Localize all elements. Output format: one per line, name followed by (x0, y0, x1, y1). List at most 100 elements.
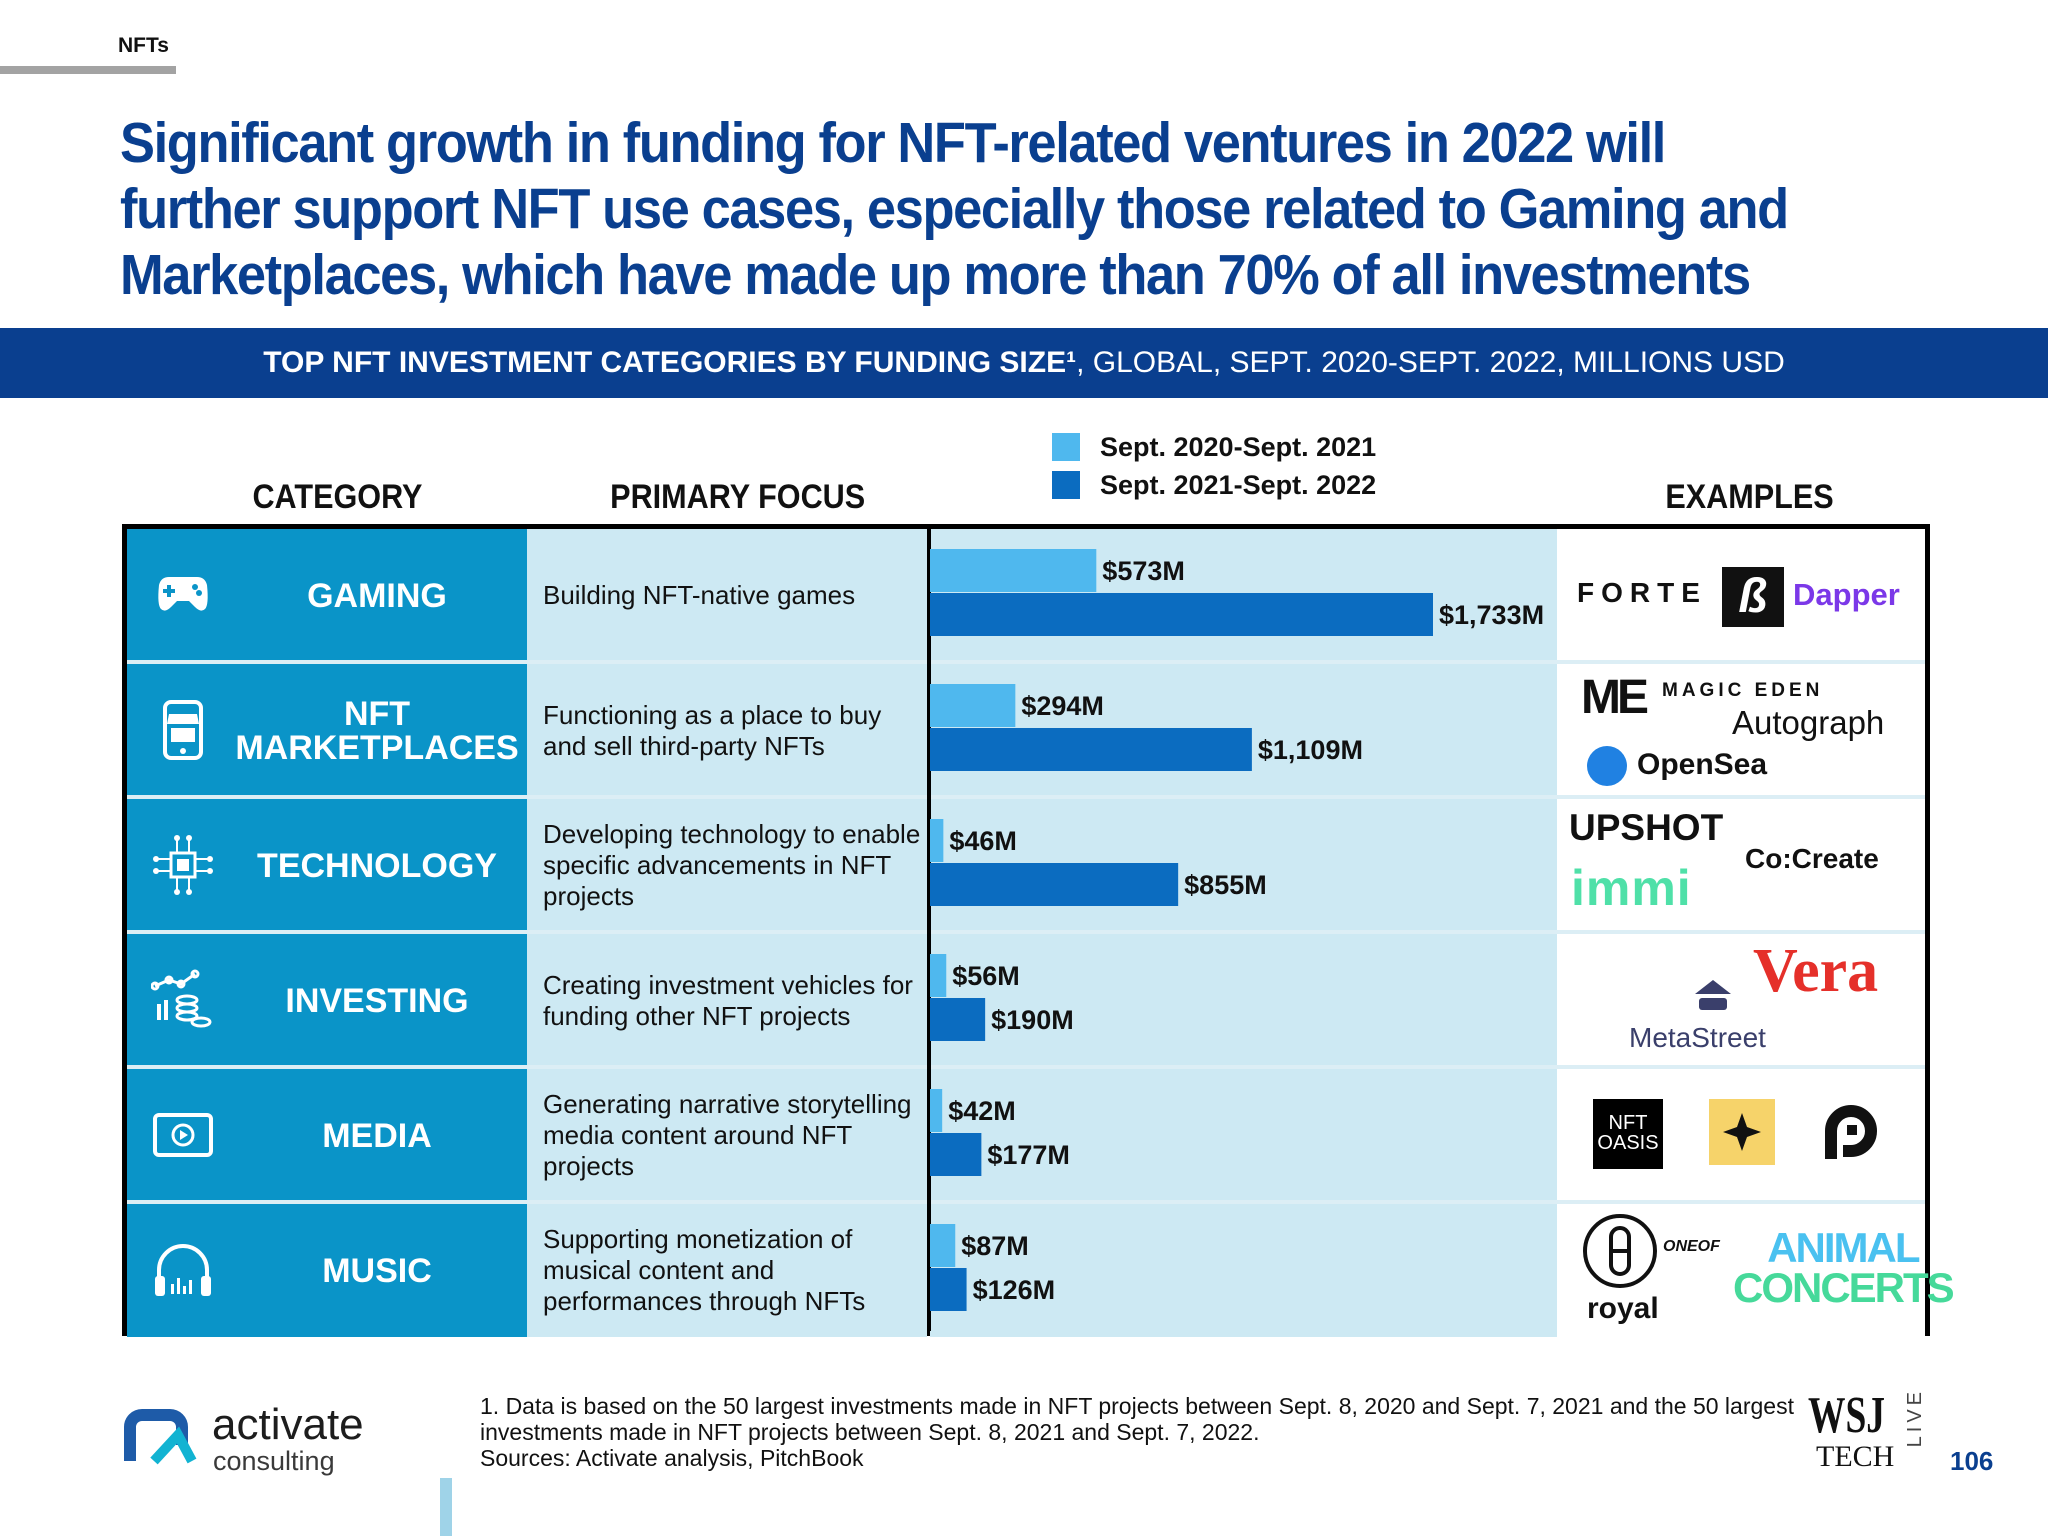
category-label: NFT MARKETPLACES (235, 694, 519, 767)
legend-label-2022: Sept. 2021-Sept. 2022 (1100, 469, 1377, 500)
dapper-logo: Dapper (1793, 577, 1900, 612)
bar-chart: $573M $1,733M $294M $1,109M $46M $855M $56M $19… (930, 549, 1544, 1311)
focus-cell: Generating narrative storytelling media … (527, 1069, 927, 1202)
row-divider (127, 1200, 1925, 1204)
bar-value-label: $190M (991, 1005, 1074, 1035)
metastreet-icon (1695, 980, 1731, 1010)
bar-value-label: $126M (973, 1275, 1056, 1305)
row-divider (127, 660, 1925, 664)
animal-concerts-logo: ANIMAL CONCERTS (1733, 1224, 1955, 1311)
bar-value-label: $294M (1021, 691, 1104, 721)
focus-cell: Developing technology to enable specific… (527, 799, 927, 932)
bar-cell (930, 934, 1557, 1067)
bar-cell (930, 1204, 1557, 1337)
focus-text: Creating investment vehicles for funding… (543, 969, 913, 1031)
category-cell: NFT MARKETPLACES (127, 664, 527, 797)
table-row: NFT MARKETPLACES Functioning as a place … (127, 664, 1925, 797)
examples-cell: FORTE ß Dapper (1557, 529, 1925, 662)
legend-item-2022: Sept. 2021-Sept. 2022 (1052, 466, 1376, 504)
footnote-text: 1. Data is based on the 50 largest inves… (480, 1393, 1794, 1445)
headline: Significant growth in funding for NFT-re… (120, 111, 1789, 307)
legend-swatch-2021 (1052, 433, 1080, 461)
focus-cell: Creating investment vehicles for funding… (527, 934, 927, 1067)
focus-cell: Functioning as a place to buy and sell t… (527, 664, 927, 797)
circuit-chip-icon (153, 835, 213, 895)
table-row: MEDIA Generating narrative storytelling … (127, 1069, 1925, 1202)
growth-coins-icon (151, 969, 212, 1028)
legend-swatch-2022 (1052, 471, 1080, 499)
wsj-live-logo: LIVE (1904, 1388, 1926, 1448)
wsj-tech-logo: TECH (1816, 1440, 1895, 1473)
autograph-logo: Autograph (1732, 704, 1885, 741)
bar-value-label: $87M (961, 1231, 1029, 1261)
bar-2021-investing (930, 954, 947, 997)
legend-item-2021: Sept. 2020-Sept. 2021 (1052, 428, 1376, 466)
oneof-icon (1583, 1214, 1657, 1288)
category-label: INVESTING (285, 981, 469, 1020)
nft-oasis-logo: NFT OASIS (1593, 1099, 1663, 1169)
category-cell: GAMING (127, 529, 527, 662)
bar-2022-nft-marketplaces (930, 728, 1252, 771)
focus-cell: Building NFT-native games (527, 529, 927, 662)
chart-title-banner: TOP NFT INVESTMENT CATEGORIES BY FUNDING… (0, 328, 2048, 398)
bar-2021-gaming (930, 549, 1097, 592)
banner-rest-text: , GLOBAL, SEPT. 2020-SEPT. 2022, MILLION… (1076, 346, 1785, 379)
table-row: MUSIC Supporting monetization of musical… (127, 1204, 1955, 1337)
section-tag: NFTs (118, 34, 169, 57)
bar-2021-media (930, 1089, 943, 1132)
bar-value-label: $573M (1102, 556, 1185, 586)
banner-bold-text: TOP NFT INVESTMENT CATEGORIES BY FUNDING… (263, 346, 1077, 379)
animal-concerts-line2: CONCERTS (1733, 1264, 1955, 1311)
opensea-icon (1587, 746, 1627, 786)
category-label: GAMING (307, 576, 447, 615)
activate-brand-sub: consulting (213, 1446, 335, 1476)
wsj-logo: WSJ (1808, 1387, 1885, 1444)
bar-2022-music (930, 1268, 967, 1311)
animal-concerts-line1: ANIMAL (1767, 1224, 1920, 1271)
column-header-focus: PRIMARY FOCUS (610, 478, 866, 516)
bar-2022-technology (930, 863, 1179, 906)
examples-cell: ONEOF royal ANIMAL CONCERTS (1557, 1204, 1955, 1337)
footnote: 1. Data is based on the 50 largest inves… (480, 1393, 1800, 1471)
category-cell: TECHNOLOGY (127, 799, 527, 932)
category-label: TECHNOLOGY (257, 846, 497, 885)
magic-eden-mark: ME (1581, 671, 1649, 724)
activate-logo-icon (124, 1409, 197, 1465)
examples-cell: UPSHOT immi Co:Create (1557, 799, 1925, 932)
focus-cell: Supporting monetization of musical conte… (527, 1204, 927, 1337)
examples-cell: MetaStreet Vera (1557, 934, 1925, 1067)
forte-logo: FORTE (1577, 577, 1707, 608)
cocreate-logo: Co:Create (1745, 843, 1879, 874)
examples-cell: NFT OASIS (1557, 1069, 1925, 1202)
section-rule (0, 66, 176, 74)
category-table: GAMING Building NFT-native games FORTE ß… (122, 524, 1955, 1337)
bar-2022-media (930, 1133, 982, 1176)
page-number: 106 (1950, 1446, 1994, 1476)
focus-text: Supporting monetization of musical conte… (543, 1224, 866, 1316)
opensea-logo: OpenSea (1637, 748, 1768, 781)
category-cell: INVESTING (127, 934, 527, 1067)
bar-value-label: $56M (952, 961, 1020, 991)
category-label: MUSIC (322, 1251, 432, 1290)
focus-text: Functioning as a place to buy and sell t… (543, 699, 882, 761)
bar-2021-nft-marketplaces (930, 684, 1016, 727)
sources-text: Sources: Activate analysis, PitchBook (480, 1445, 864, 1471)
legend-label-2021: Sept. 2020-Sept. 2021 (1100, 431, 1377, 462)
row-divider (127, 930, 1925, 934)
category-cell: MEDIA (127, 1069, 527, 1202)
nft-oasis-line2: OASIS (1597, 1132, 1659, 1154)
bar-value-label: $855M (1184, 870, 1267, 900)
row-divider (127, 795, 1925, 799)
immi-logo: immi (1571, 860, 1692, 916)
focus-text: Building NFT-native games (543, 580, 856, 610)
category-label: MEDIA (322, 1116, 432, 1155)
bar-cell (930, 1069, 1557, 1202)
headphones-icon (155, 1244, 211, 1296)
column-header-category: CATEGORY (252, 478, 423, 516)
column-header-examples: EXAMPLES (1665, 478, 1834, 516)
metastreet-logo: MetaStreet (1629, 1022, 1766, 1053)
bar-value-label: $177M (987, 1140, 1070, 1170)
accent-bar (440, 1478, 452, 1536)
focus-text: Developing technology to enable specific… (543, 819, 921, 911)
chart-axis-line (927, 529, 931, 1331)
